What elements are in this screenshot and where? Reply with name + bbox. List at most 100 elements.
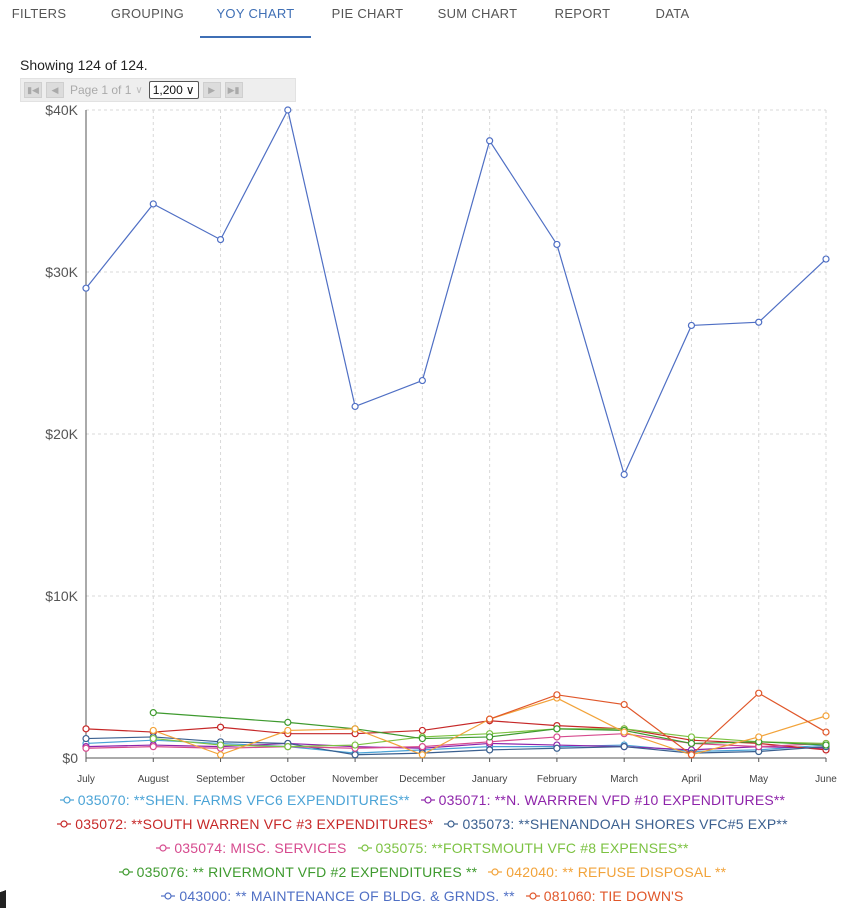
y-tick-label: $30K [45,264,78,280]
x-tick-label: June [815,774,837,785]
last-page-icon[interactable]: ▶▮ [224,82,243,98]
x-tick-label: January [472,774,508,785]
legend-item[interactable]: 035075: **FORTSMOUTH VFC #8 EXPENSES** [357,840,689,856]
legend-marker-icon [57,820,72,828]
series-point-5 [149,734,157,743]
legend-row: 043000: ** MAINTENANCE OF BLDG. & GRNDS.… [0,884,844,908]
series-point-8 [149,200,157,208]
legend-row: 035070: **SHEN. FARMS VFC6 EXPENDITURES*… [0,788,844,812]
legend-item[interactable]: 035071: **N. WARRREN VFD #10 EXPENDITURE… [420,792,786,808]
legend-marker-icon [444,820,459,828]
series-line-8 [85,108,827,477]
legend-item[interactable]: 081060: TIE DOWN'S [525,888,684,904]
corner-artifact [0,880,6,908]
y-tick-label: $40K [45,102,78,118]
y-tick-label: $20K [45,426,78,442]
series-point-7 [216,751,225,759]
series-point-8 [620,470,628,479]
legend-item[interactable]: 043000: ** MAINTENANCE OF BLDG. & GRNDS.… [160,888,515,904]
chevron-down-icon[interactable]: ∨ [135,84,143,96]
legend-label: 035073: **SHENANDOAH SHORES VFC#5 EXP** [462,816,788,832]
legend-label: 081060: TIE DOWN'S [543,888,684,904]
tab-grouping[interactable]: GROUPING [110,6,185,21]
series-point-7 [149,726,157,735]
page-indicator[interactable]: Page 1 of 1 [70,83,132,97]
prev-page-icon[interactable]: ◀ [46,82,64,98]
series-point-5 [216,741,225,749]
x-tick-label: April [681,774,701,785]
series-line-2 [85,720,827,751]
first-page-icon[interactable]: ▮◀ [24,82,42,98]
legend-label: 035074: MISC. SERVICES [174,840,347,856]
series-point-8 [216,236,225,244]
x-tick-label: July [77,774,95,785]
yoy-line-chart: $0 $10K $20K $30K $40K July August September Oct… [45,102,837,785]
series-point-9 [553,691,561,699]
tab-report[interactable]: REPORT [554,6,611,21]
series-point-2 [418,726,426,735]
series-point-5 [351,741,359,749]
series-point-9 [620,700,628,709]
legend-label: 043000: ** MAINTENANCE OF BLDG. & GRNDS.… [179,888,515,904]
legend-marker-icon [525,892,540,900]
legend-label: 035070: **SHEN. FARMS VFC6 EXPENDITURES*… [77,792,410,808]
x-tick-label: May [749,774,768,785]
legend-marker-icon [156,844,171,852]
series-point-6 [284,718,292,726]
series-point-9 [687,751,696,759]
series-point-9 [822,728,830,736]
x-tick-label: November [332,774,379,785]
legend-item[interactable]: 042040: ** REFUSE DISPOSAL ** [487,864,726,880]
tab-filters[interactable]: FILTERS [11,6,67,21]
legend-row: 035074: MISC. SERVICES 035075: **FORTSMOU… [0,836,844,860]
series-point-6 [418,734,426,743]
legend-item[interactable]: 035072: **SOUTH WARREN VFC #3 EXPENDITUR… [56,816,433,832]
legend-label: 042040: ** REFUSE DISPOSAL ** [506,864,727,880]
series-point-9 [486,715,494,723]
legend-item[interactable]: 035070: **SHEN. FARMS VFC6 EXPENDITURES*… [59,792,410,808]
series-point-6 [149,709,157,717]
x-tick-label: March [610,774,638,785]
legend-marker-icon [357,844,372,852]
series-point-7 [418,751,426,759]
legend-item[interactable]: 035076: ** RIVERMONT VFD #2 EXPENDITURES… [118,864,478,880]
series-line-3 [85,736,827,756]
series-point-8 [82,284,90,292]
y-tick-label: $10K [45,588,78,604]
series-point-4 [149,743,157,751]
legend-item[interactable]: 035074: MISC. SERVICES [155,840,346,856]
x-tick-label: December [399,774,446,785]
series-point-5 [284,743,292,751]
tab-sum-chart[interactable]: SUM CHART [437,6,518,21]
tab-pie-chart[interactable]: PIE CHART [331,6,404,21]
series-point-2 [216,723,225,731]
legend-marker-icon [420,796,435,804]
x-tick-label: February [537,774,577,785]
next-page-icon[interactable]: ▶ [202,82,221,98]
record-count-status: Showing 124 of 124. [20,57,148,73]
chart-legend: 035070: **SHEN. FARMS VFC6 EXPENDITURES*… [0,788,844,908]
series-point-4 [82,744,90,752]
series-point-5 [687,733,696,741]
legend-marker-icon [59,796,74,804]
series-point-8 [822,255,830,263]
legend-marker-icon [488,868,503,876]
series-point-8 [418,376,426,385]
series-point-6 [553,725,561,733]
legend-label: 035075: **FORTSMOUTH VFC #8 EXPENSES** [375,840,689,856]
tab-data[interactable]: DATA [655,6,690,21]
series-point-4 [418,743,426,751]
series-point-6 [822,741,830,749]
legend-item[interactable]: 035073: **SHENANDOAH SHORES VFC#5 EXP** [443,816,788,832]
series-point-6 [486,733,494,741]
y-tick-label: $0 [62,750,78,766]
series-line-6 [153,712,827,746]
x-tick-label: August [138,774,169,785]
page-size-select[interactable]: 1,200 ∨ [148,81,199,99]
series-point-8 [755,318,763,326]
tab-yoy-chart[interactable]: YOY CHART [200,0,311,38]
series-point-6 [687,739,696,748]
legend-marker-icon [118,868,133,876]
series-point-3 [486,746,494,754]
series-point-9 [755,689,763,697]
